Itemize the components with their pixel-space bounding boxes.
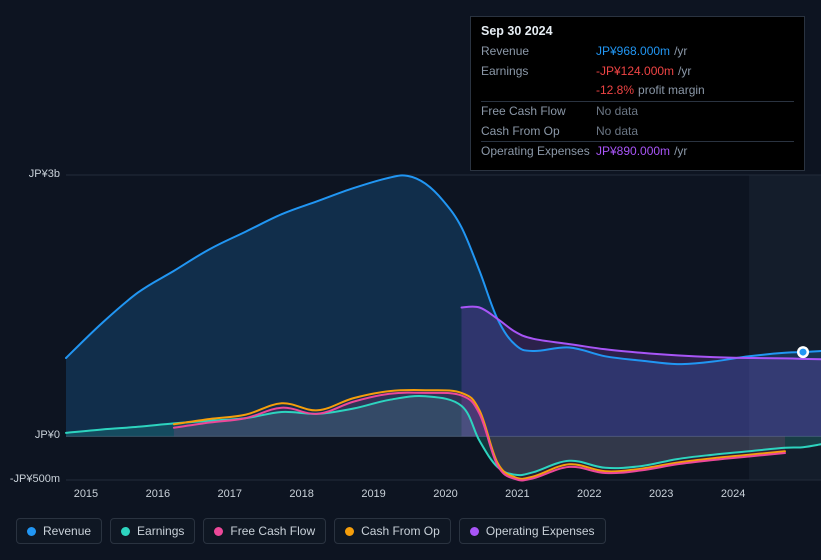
x-axis-tick: 2017 bbox=[218, 488, 242, 500]
legend-item-label: Operating Expenses bbox=[486, 524, 595, 538]
legend-dot-icon bbox=[470, 527, 479, 536]
x-axis-tick: 2020 bbox=[433, 488, 457, 500]
legend-dot-icon bbox=[345, 527, 354, 536]
tooltip-row-value: No data bbox=[596, 102, 794, 122]
tooltip-table: RevenueJP¥968.000m/yrEarnings-JP¥124.000… bbox=[481, 42, 794, 162]
legend-item-cfo[interactable]: Cash From Op bbox=[334, 518, 451, 544]
tooltip-row-value: -12.8%profit margin bbox=[596, 81, 794, 101]
x-axis-tick: 2015 bbox=[74, 488, 98, 500]
tooltip-row-label: Revenue bbox=[481, 42, 596, 62]
legend-dot-icon bbox=[214, 527, 223, 536]
x-axis-tick: 2024 bbox=[721, 488, 745, 500]
x-axis-tick: 2022 bbox=[577, 488, 601, 500]
x-axis-labels: 2015 2016 2017 2018 2019 2020 2021 2022 2023 2024 bbox=[50, 488, 805, 504]
x-axis-tick: 2021 bbox=[505, 488, 529, 500]
tooltip-row-label: Earnings bbox=[481, 62, 596, 82]
legend-item-opex[interactable]: Operating Expenses bbox=[459, 518, 606, 544]
legend-item-label: Revenue bbox=[43, 524, 91, 538]
chart-tooltip: Sep 30 2024 RevenueJP¥968.000m/yrEarning… bbox=[470, 16, 805, 171]
legend-dot-icon bbox=[121, 527, 130, 536]
legend-item-fcf[interactable]: Free Cash Flow bbox=[203, 518, 326, 544]
tooltip-row-label: Operating Expenses bbox=[481, 142, 596, 162]
tooltip-row-label: Cash From Op bbox=[481, 122, 596, 142]
financials-chart-svg bbox=[16, 175, 821, 480]
legend-dot-icon bbox=[27, 527, 36, 536]
tooltip-row-value: JP¥890.000m/yr bbox=[596, 142, 794, 162]
tooltip-title: Sep 30 2024 bbox=[481, 23, 794, 39]
x-axis-tick: 2023 bbox=[649, 488, 673, 500]
legend-item-label: Earnings bbox=[137, 524, 184, 538]
legend-item-label: Free Cash Flow bbox=[230, 524, 315, 538]
chart-area[interactable] bbox=[16, 175, 805, 480]
legend-item-label: Cash From Op bbox=[361, 524, 440, 538]
x-axis-tick: 2019 bbox=[361, 488, 385, 500]
legend-item-earnings[interactable]: Earnings bbox=[110, 518, 195, 544]
x-axis-tick: 2018 bbox=[289, 488, 313, 500]
tooltip-row-value: No data bbox=[596, 122, 794, 142]
x-axis-tick: 2016 bbox=[146, 488, 170, 500]
tooltip-row-label bbox=[481, 81, 596, 101]
chart-legend: Revenue Earnings Free Cash Flow Cash From O… bbox=[16, 518, 606, 544]
tooltip-row-label: Free Cash Flow bbox=[481, 102, 596, 122]
tooltip-row-value: -JP¥124.000m/yr bbox=[596, 62, 794, 82]
tooltip-row-value: JP¥968.000m/yr bbox=[596, 42, 794, 62]
legend-item-revenue[interactable]: Revenue bbox=[16, 518, 102, 544]
